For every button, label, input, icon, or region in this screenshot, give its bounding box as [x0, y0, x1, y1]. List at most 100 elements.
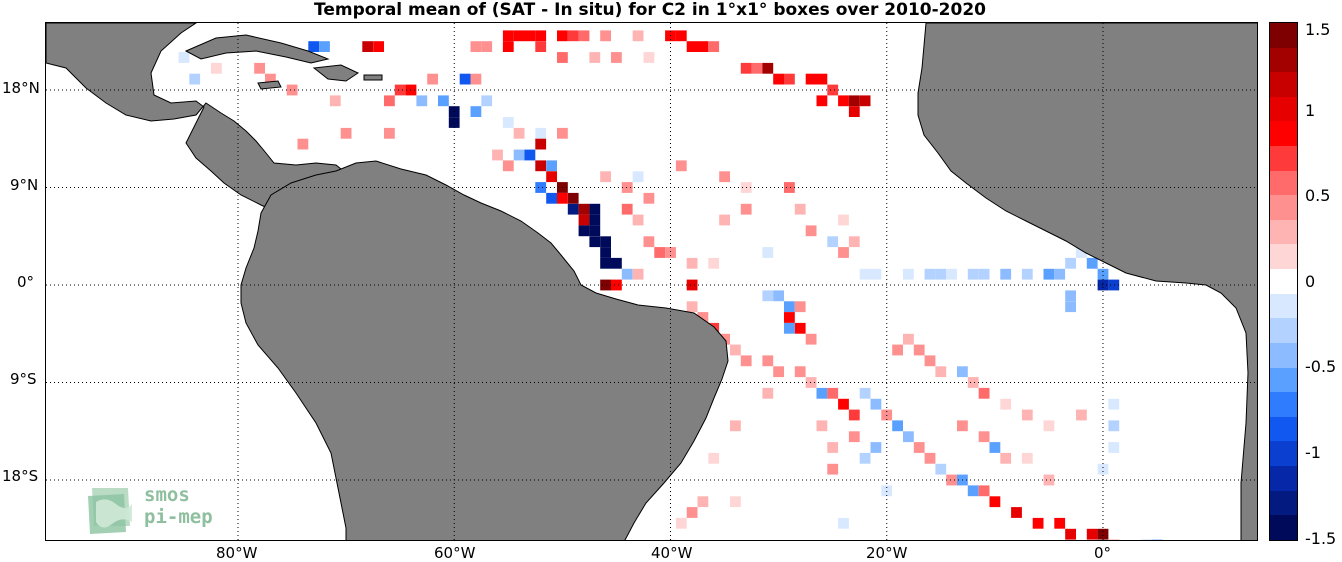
heatmap-cell [784, 73, 795, 85]
heatmap-cell [903, 333, 914, 345]
heatmap-cell [621, 268, 633, 280]
heatmap-cell [254, 62, 265, 74]
heatmap-cell [740, 355, 752, 367]
heatmap-cell [1011, 507, 1022, 518]
heatmap-cell [859, 268, 871, 280]
heatmap-cell [1108, 442, 1120, 453]
land-puerto-rico [363, 74, 383, 81]
heatmap-cell [784, 312, 795, 323]
heatmap-cell [621, 182, 633, 193]
smos-pi-mep-logo: smos pi-mep [86, 482, 226, 538]
heatmap-cell [438, 95, 449, 107]
heatmap-cell [827, 84, 839, 96]
heatmap-cell [838, 398, 849, 410]
heatmap-cell [870, 442, 882, 453]
map-canvas [46, 23, 1257, 540]
colorbar-step [1270, 146, 1297, 171]
heatmap-cell [794, 366, 806, 378]
heatmap-cell [848, 431, 860, 443]
heatmap-cell [773, 73, 784, 85]
heatmap-cell [838, 214, 849, 226]
heatmap-cell [535, 41, 547, 52]
heatmap-cell [913, 344, 925, 356]
colorbar-step [1270, 416, 1297, 442]
heatmap-cell [394, 84, 406, 96]
colorbar-step [1270, 96, 1297, 122]
heatmap-cell [935, 366, 947, 378]
heatmap-cell [816, 95, 828, 107]
colorbar-tick-minus-0.5: -0.5 [1305, 357, 1337, 376]
heatmap-cell [1021, 268, 1033, 280]
heatmap-cell [557, 52, 568, 63]
heatmap-cell [881, 485, 893, 497]
heatmap-cell [1043, 474, 1055, 486]
heatmap-cell [675, 517, 687, 529]
colorbar-tick-0.5: 0.5 [1305, 186, 1331, 205]
heatmap-cell [805, 73, 817, 85]
heatmap-cell [178, 52, 190, 63]
heatmap-cell [903, 268, 914, 280]
lat-label-9N: 9°N [10, 176, 39, 194]
heatmap-cell [859, 452, 871, 464]
colorbar-step [1270, 170, 1297, 196]
heatmap-cell [978, 431, 990, 443]
colorbar-step [1270, 47, 1297, 73]
heatmap-cell [1054, 268, 1066, 280]
colorbar-tick-1: 1 [1305, 101, 1316, 120]
colorbar-step [1270, 392, 1297, 417]
heatmap-cell [600, 257, 611, 269]
heatmap-cell [794, 203, 806, 215]
heatmap-cell [924, 452, 936, 464]
colorbar-step [1270, 23, 1297, 48]
heatmap-cell [751, 62, 763, 74]
heatmap-cell [708, 41, 720, 52]
land-africa [917, 23, 1257, 540]
heatmap-cell [632, 171, 644, 183]
colorbar-step [1270, 219, 1297, 245]
heatmap-cell [567, 192, 579, 204]
colorbar-tick-1.5: 1.5 [1305, 20, 1331, 39]
heatmap-cell [838, 247, 849, 258]
heatmap-cell [784, 301, 795, 313]
heatmap-cell [870, 268, 882, 280]
heatmap-cell [827, 387, 839, 399]
heatmap-cell [1043, 268, 1055, 280]
heatmap-cell [730, 496, 741, 508]
heatmap-cell [1108, 539, 1120, 540]
heatmap-cell [373, 41, 384, 52]
heatmap-cell [935, 268, 947, 280]
heatmap-cell [719, 171, 730, 183]
heatmap-cell [1076, 409, 1087, 421]
heatmap-cell [697, 496, 709, 508]
heatmap-cell [329, 95, 341, 107]
heatmap-cell [859, 387, 871, 399]
heatmap-cell [502, 41, 514, 52]
heatmap-cell [924, 268, 936, 280]
land-south-america [240, 160, 729, 540]
colorbar-step [1270, 465, 1297, 491]
heatmap-cell [665, 247, 676, 258]
land-cuba [184, 34, 330, 64]
heatmap-cell [848, 409, 860, 421]
heatmap-cell [794, 301, 806, 313]
heatmap-cell [859, 95, 871, 107]
heatmap-cell [1108, 420, 1120, 432]
heatmap-cell [1032, 517, 1044, 529]
heatmap-cell [1054, 517, 1066, 529]
heatmap-cell [589, 225, 601, 237]
heatmap-cell [621, 203, 633, 215]
heatmap-cell [513, 30, 525, 42]
heatmap-cell [989, 496, 1001, 508]
heatmap-cell [557, 127, 568, 139]
colorbar-step [1270, 490, 1297, 516]
heatmap-cell [816, 387, 828, 399]
colorbar-step [1270, 72, 1297, 97]
heatmap-cell [611, 279, 622, 291]
heatmap-cell [1065, 257, 1076, 269]
heatmap-cell [1097, 528, 1109, 540]
heatmap-cell [524, 30, 536, 42]
heatmap-cell [632, 30, 644, 42]
lat-label-18S: 18°S [2, 467, 39, 485]
logo-waves-icon [88, 488, 132, 534]
heatmap-cell [546, 192, 557, 204]
